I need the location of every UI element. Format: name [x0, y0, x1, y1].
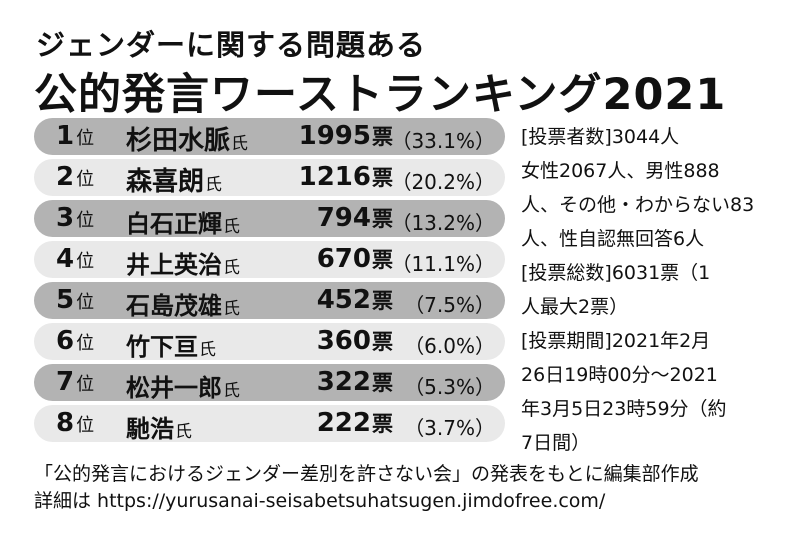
source-note: 「公的発言におけるジェンダー差別を許さない会」の発表をもとに編集部作成 — [34, 463, 699, 485]
vote-percent: （20.2%） — [391, 170, 495, 194]
vote-count: 322 — [316, 367, 371, 397]
name-cell: 杉田水脈氏 — [126, 120, 248, 157]
ranking-row: 4 位 井上英治氏 670票 （11.1%） — [34, 241, 505, 280]
rank-suffix: 位 — [76, 169, 95, 190]
rank-suffix: 位 — [76, 415, 95, 436]
rank-suffix: 位 — [76, 128, 95, 149]
person-name: 竹下亘 — [126, 333, 198, 361]
vote-unit: 票 — [372, 412, 393, 436]
name-suffix: 氏 — [223, 381, 240, 401]
ranking-row: 6 位 竹下亘氏 360票 （6.0%） — [34, 323, 505, 362]
name-cell: 石島茂雄氏 — [126, 286, 240, 321]
details-url: 詳細は https://yurusanai-seisabetsuhatsugen… — [34, 490, 606, 512]
name-suffix: 氏 — [175, 422, 192, 442]
votes-cell: 452票 — [317, 285, 393, 315]
vote-count: 794 — [316, 203, 371, 233]
name-suffix: 氏 — [231, 134, 249, 154]
rank-number: 3 — [56, 203, 75, 233]
votes-cell: 794票 — [317, 203, 393, 233]
votes-cell: 322票 — [317, 367, 393, 397]
ranking-row: 5 位 石島茂雄氏 452票 （7.5%） — [34, 282, 505, 321]
rank-number: 2 — [56, 162, 75, 192]
vote-percent: （5.3%） — [404, 375, 495, 399]
vote-percent: （6.0%） — [404, 334, 495, 358]
rank-number: 6 — [56, 326, 75, 356]
name-suffix: 氏 — [205, 175, 223, 195]
rank-number: 8 — [56, 408, 75, 438]
person-name: 石島茂雄 — [126, 292, 222, 320]
name-cell: 井上英治氏 — [126, 245, 240, 280]
vote-unit: 票 — [372, 289, 393, 313]
name-suffix: 氏 — [223, 299, 240, 319]
rank-suffix: 位 — [76, 374, 95, 395]
name-cell: 馳浩氏 — [126, 409, 192, 444]
vote-count: 1216 — [298, 162, 371, 192]
ranking-row: 3 位 白石正輝氏 794票 （13.2%） — [34, 200, 505, 239]
vote-percent: （11.1%） — [391, 252, 495, 276]
ranking-row: 7 位 松井一郎氏 322票 （5.3%） — [34, 364, 505, 403]
votes-cell: 1995票 — [299, 121, 393, 151]
title-line-2: 公的発言ワーストランキング2021 — [34, 70, 727, 120]
person-name: 馳浩 — [126, 415, 174, 443]
name-cell: 森喜朗氏 — [126, 161, 222, 198]
rank-number: 5 — [56, 285, 75, 315]
vote-count: 222 — [316, 408, 371, 438]
vote-percent: （33.1%） — [391, 129, 495, 153]
vote-count: 670 — [316, 244, 371, 274]
rank-suffix: 位 — [76, 292, 95, 313]
vote-percent: （7.5%） — [404, 293, 495, 317]
vote-unit: 票 — [372, 125, 393, 149]
votes-cell: 222票 — [317, 408, 393, 438]
vote-unit: 票 — [372, 248, 393, 272]
rank-suffix: 位 — [76, 210, 95, 231]
ranking-row: 8 位 馳浩氏 222票 （3.7%） — [34, 405, 505, 444]
name-suffix: 氏 — [199, 340, 216, 360]
vote-unit: 票 — [372, 166, 393, 190]
vote-unit: 票 — [372, 330, 393, 354]
rank-number: 7 — [56, 367, 75, 397]
person-name: 井上英治 — [126, 251, 222, 279]
ranking-row: 2 位 森喜朗氏 1216票 （20.2%） — [34, 159, 505, 198]
name-cell: 白石正輝氏 — [126, 204, 240, 239]
vote-count: 360 — [316, 326, 371, 356]
vote-unit: 票 — [372, 371, 393, 395]
rank-suffix: 位 — [76, 333, 95, 354]
ranking-row: 1 位 杉田水脈氏 1995票 （33.1%） — [34, 118, 505, 157]
ranking-table: 1 位杉田水脈氏 1995票 （33.1%） 2 位森喜朗氏 1216票 （20.2%） 3 位白… — [34, 118, 505, 446]
name-cell: 松井一郎氏 — [126, 368, 240, 403]
person-name: 白石正輝 — [126, 210, 222, 238]
rank-suffix: 位 — [76, 251, 95, 272]
vote-count: 452 — [316, 285, 371, 315]
person-name: 森喜朗 — [126, 167, 205, 197]
title-line-1: ジェンダーに関する問題ある — [36, 28, 427, 62]
vote-percent: （3.7%） — [404, 416, 495, 440]
votes-cell: 360票 — [317, 326, 393, 356]
name-suffix: 氏 — [223, 258, 240, 278]
rank-number: 1 — [56, 121, 75, 151]
person-name: 松井一郎 — [126, 374, 222, 402]
vote-count: 1995 — [298, 121, 371, 151]
name-cell: 竹下亘氏 — [126, 327, 216, 362]
vote-percent: （13.2%） — [391, 211, 495, 235]
name-suffix: 氏 — [223, 217, 240, 237]
votes-cell: 670票 — [317, 244, 393, 274]
rank-number: 4 — [56, 244, 75, 274]
vote-unit: 票 — [372, 207, 393, 231]
vote-statistics-note: [投票者数]3044人 女性2067人、男性888 人、その他・わからない83 … — [521, 126, 755, 454]
votes-cell: 1216票 — [299, 162, 393, 192]
person-name: 杉田水脈 — [126, 126, 231, 156]
